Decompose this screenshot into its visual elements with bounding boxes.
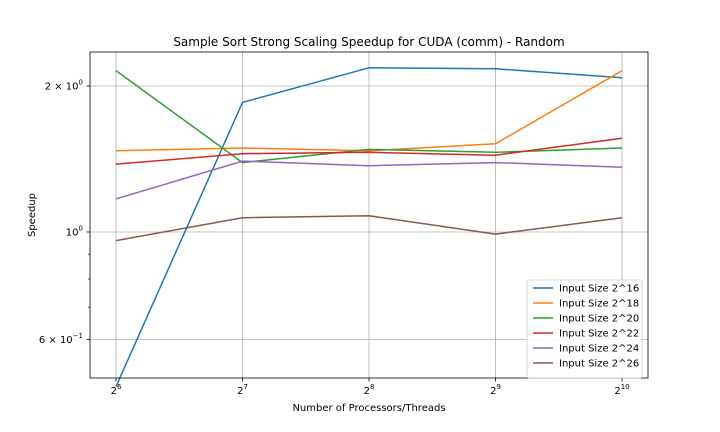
legend: Input Size 2^16 Input Size 2^18 Input Size… — [526, 279, 643, 379]
x-axis-title: Number of Processors/Threads — [292, 403, 445, 414]
series-line — [115, 67, 623, 387]
y-axis-title: Speedup — [27, 193, 38, 237]
x-tick-label: 26 — [111, 383, 122, 397]
legend-label: Input Size 2^26 — [559, 359, 639, 370]
series-lines — [115, 67, 623, 387]
legend-label: Input Size 2^20 — [559, 314, 639, 325]
x-tick-label: 29 — [490, 383, 501, 397]
x-tick-label: 27 — [237, 383, 248, 397]
y-tick-label: 6 × 10−1 — [39, 332, 83, 346]
legend-label: Input Size 2^24 — [559, 344, 639, 355]
series-line — [115, 70, 623, 152]
legend-label: Input Size 2^16 — [559, 284, 639, 295]
series-line — [115, 70, 623, 164]
legend-label: Input Size 2^18 — [559, 299, 639, 310]
chart-title: Sample Sort Strong Scaling Speedup for C… — [173, 35, 564, 49]
series-line — [115, 160, 623, 200]
legend-label: Input Size 2^22 — [559, 329, 639, 340]
series-line — [115, 215, 623, 242]
grid — [90, 52, 648, 378]
y-tick-label: 100 — [66, 224, 83, 238]
x-tick-label: 210 — [614, 383, 629, 397]
series-line — [115, 137, 623, 165]
legend-frame — [526, 279, 643, 379]
y-tick-label: 2 × 100 — [45, 78, 83, 92]
x-tick-label: 28 — [364, 383, 375, 397]
